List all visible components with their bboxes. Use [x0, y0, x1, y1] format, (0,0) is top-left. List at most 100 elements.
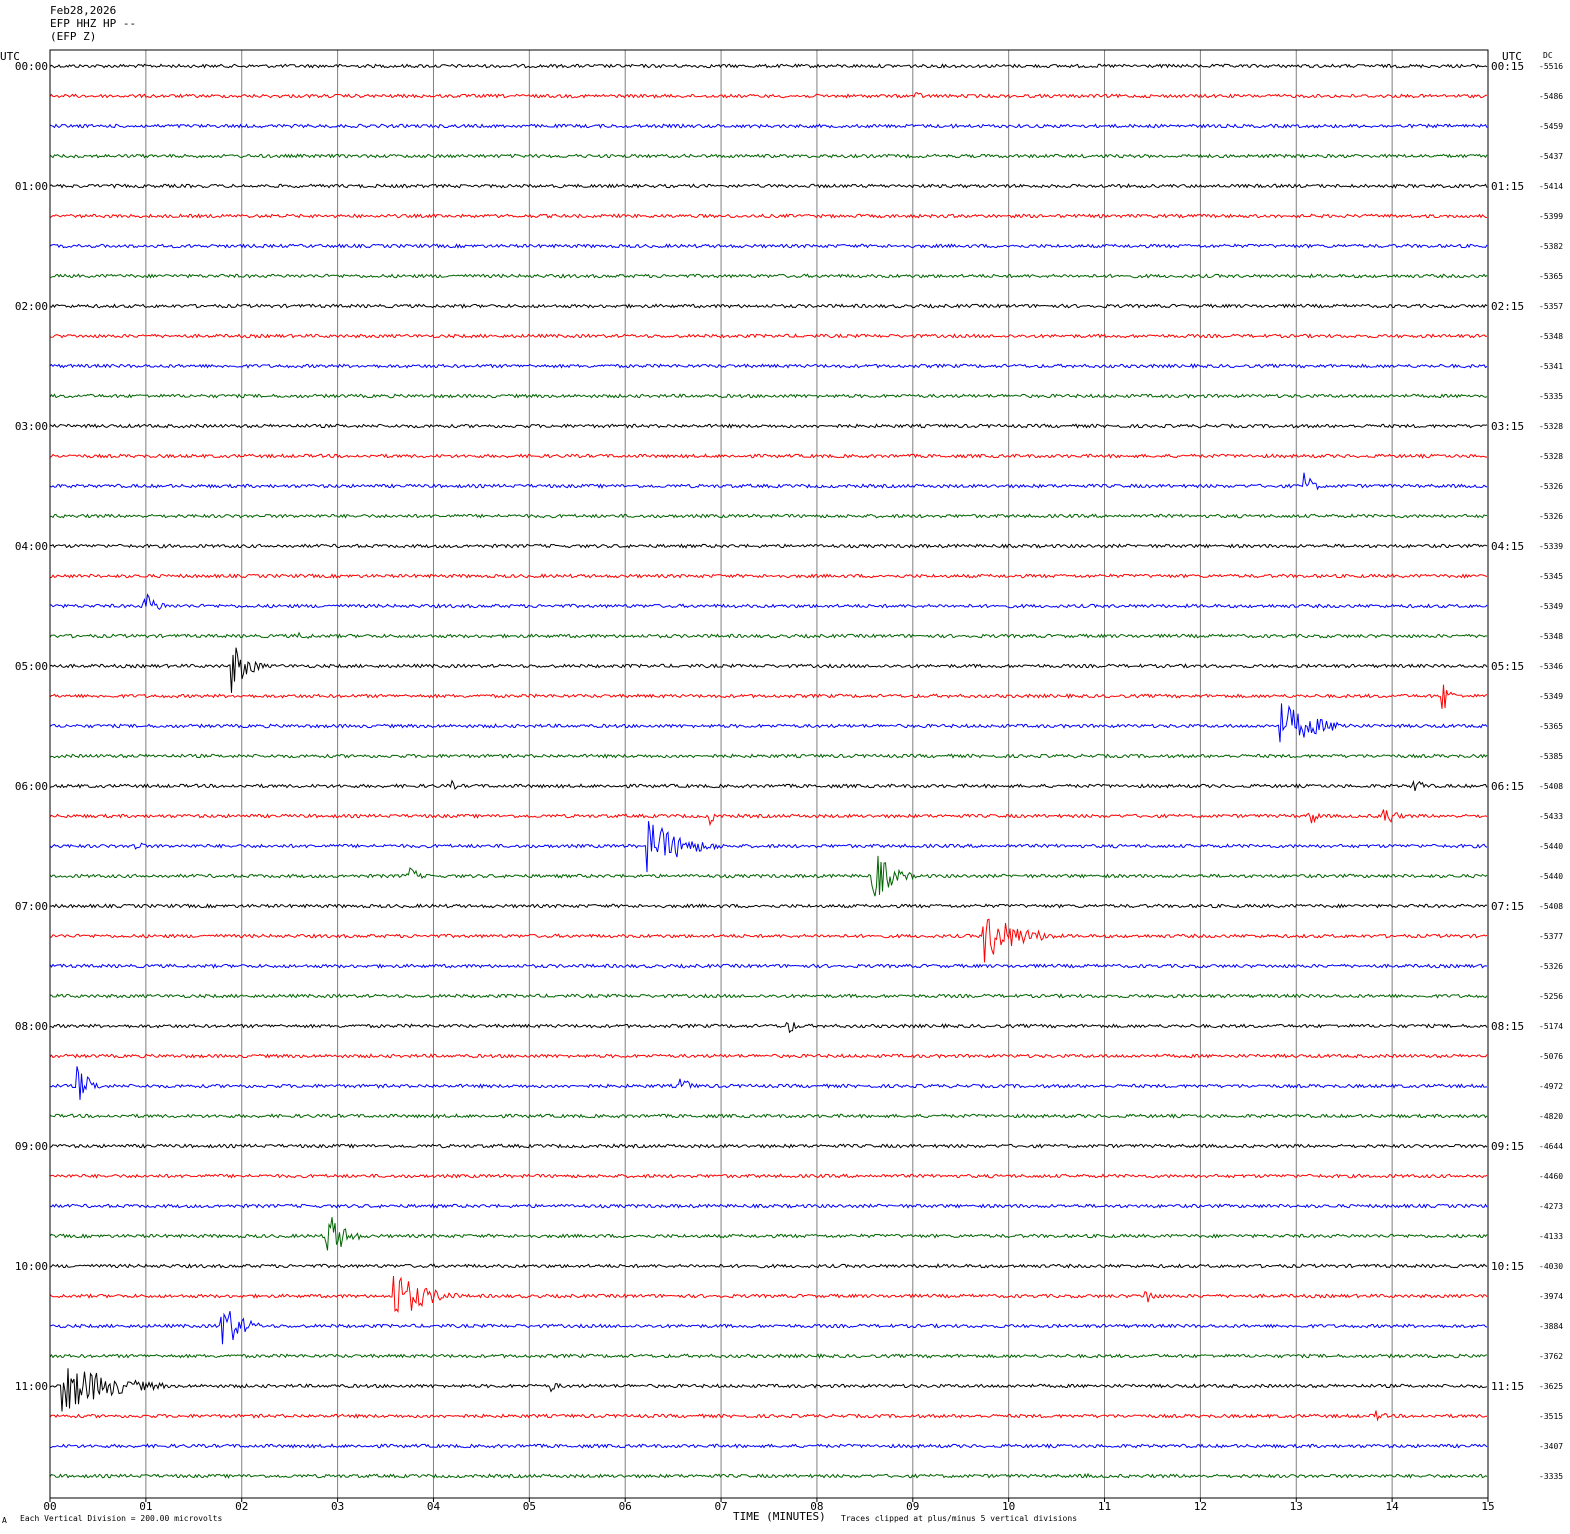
trace-line	[49, 1410, 1488, 1422]
x-tick-label: 12	[1194, 1500, 1207, 1513]
dc-value-label: -5076	[1539, 1052, 1563, 1061]
trace-line	[49, 543, 1488, 549]
dc-value-label: -5408	[1539, 902, 1563, 911]
dc-value-label: -4644	[1539, 1142, 1563, 1151]
dc-value-label: -5341	[1539, 362, 1563, 371]
dc-value-label: -5348	[1539, 632, 1563, 641]
dc-value-label: -4273	[1539, 1202, 1563, 1211]
trace-line	[49, 1143, 1488, 1149]
trace-line	[49, 1353, 1488, 1359]
dc-value-label: -5377	[1539, 932, 1563, 941]
dc-value-label: -5348	[1539, 332, 1563, 341]
trace-line	[49, 809, 1488, 827]
right-time-label: 02:15	[1491, 300, 1524, 313]
dc-value-label: -5326	[1539, 482, 1563, 491]
dc-value-label: -4030	[1539, 1262, 1563, 1271]
dc-value-label: -5382	[1539, 242, 1563, 251]
right-time-label: 07:15	[1491, 900, 1524, 913]
x-tick-label: 06	[619, 1500, 632, 1513]
trace-line	[49, 1053, 1488, 1059]
trace-line	[49, 303, 1488, 309]
dc-value-label: -3884	[1539, 1322, 1563, 1331]
trace-line	[49, 1113, 1488, 1119]
trace-line	[49, 153, 1488, 159]
right-time-label: 01:15	[1491, 180, 1524, 193]
dc-value-label: -5440	[1539, 872, 1563, 881]
dc-value-label: -5326	[1539, 962, 1563, 971]
right-time-label: 10:15	[1491, 1260, 1524, 1273]
x-tick-label: 03	[331, 1500, 344, 1513]
dc-value-label: -5349	[1539, 692, 1563, 701]
trace-line	[49, 573, 1488, 579]
dc-value-label: -5174	[1539, 1022, 1563, 1031]
dc-value-label: -3974	[1539, 1292, 1563, 1301]
left-time-label: 10:00	[15, 1260, 48, 1273]
trace-line	[49, 593, 1488, 611]
trace-line	[49, 1263, 1488, 1269]
dc-value-label: -5365	[1539, 722, 1563, 731]
right-time-label: 11:15	[1491, 1380, 1524, 1393]
trace-line	[49, 1368, 1488, 1412]
dc-value-label: -5408	[1539, 782, 1563, 791]
dc-value-label: -5440	[1539, 842, 1563, 851]
x-axis-title: TIME (MINUTES)	[733, 1510, 826, 1523]
x-tick-label: 13	[1290, 1500, 1303, 1513]
trace-line	[49, 821, 1488, 873]
left-time-label: 09:00	[15, 1140, 48, 1153]
header-date: Feb28,2026	[50, 4, 117, 17]
x-tick-label: 14	[1386, 1500, 1400, 1513]
x-tick-label: 01	[139, 1500, 152, 1513]
dc-value-label: -5335	[1539, 392, 1563, 401]
right-time-label: 08:15	[1491, 1020, 1524, 1033]
left-time-label: 06:00	[15, 780, 48, 793]
dc-value-label: -5345	[1539, 572, 1563, 581]
trace-line	[49, 647, 1488, 693]
right-time-label: 05:15	[1491, 660, 1524, 673]
right-time-label: 00:15	[1491, 60, 1524, 73]
dc-value-label: -5399	[1539, 212, 1563, 221]
dc-value-label: -5339	[1539, 542, 1563, 551]
x-tick-label: 00	[43, 1500, 56, 1513]
trace-line	[49, 903, 1488, 909]
trace-line	[49, 183, 1488, 189]
left-time-label: 01:00	[15, 180, 48, 193]
dc-value-label: -4972	[1539, 1082, 1563, 1091]
x-tick-label: 10	[1002, 1500, 1015, 1513]
x-tick-label: 08	[810, 1500, 823, 1513]
trace-line	[49, 1173, 1488, 1179]
trace-line	[49, 123, 1488, 129]
trace-line	[49, 855, 1488, 897]
dc-value-label: -4460	[1539, 1172, 1563, 1181]
trace-line	[49, 918, 1488, 963]
trace-line	[49, 393, 1488, 399]
dc-value-label: -5414	[1539, 182, 1563, 191]
trace-line	[49, 631, 1488, 639]
trace-line	[49, 1443, 1488, 1449]
left-time-label: 11:00	[15, 1380, 48, 1393]
trace-line	[49, 1275, 1488, 1314]
plot-frame	[49, 49, 1489, 1499]
dc-value-label: -5433	[1539, 812, 1563, 821]
trace-line	[49, 63, 1488, 69]
dc-value-label: -5326	[1539, 512, 1563, 521]
trace-line	[49, 243, 1488, 249]
dc-value-label: -5385	[1539, 752, 1563, 761]
seismic-traces	[49, 63, 1488, 1479]
x-tick-label: 09	[906, 1500, 919, 1513]
trace-line	[49, 1472, 1488, 1479]
trace-line	[49, 779, 1488, 792]
dc-value-label: -5328	[1539, 452, 1563, 461]
dc-value-label: -3407	[1539, 1442, 1563, 1451]
dc-value-label: -4820	[1539, 1112, 1563, 1121]
clip-note: Traces clipped at plus/minus 5 vertical …	[841, 1514, 1077, 1523]
corner-mark: A	[2, 1516, 7, 1525]
right-time-label: 09:15	[1491, 1140, 1524, 1153]
right-utc-label: UTC	[1502, 50, 1522, 63]
left-time-label: 03:00	[15, 420, 48, 433]
x-tick-label: 15	[1481, 1500, 1494, 1513]
axis-labels: 00 01 02 03 04 05 06 07 08 09 10 11 12 13 14 15 00:00 01:…	[15, 60, 1563, 1513]
trace-line	[49, 423, 1488, 429]
x-tick-label: 05	[523, 1500, 536, 1513]
trace-line	[49, 963, 1488, 969]
trace-line	[49, 1066, 1488, 1100]
